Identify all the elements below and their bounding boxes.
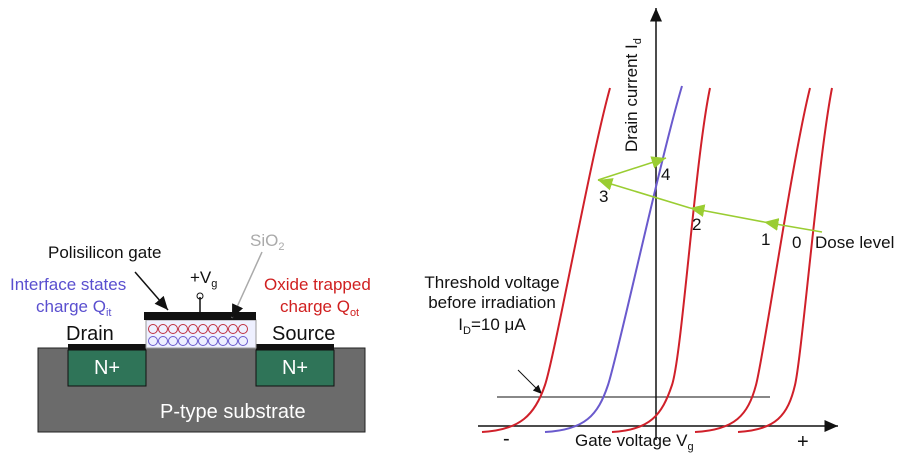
y-axis-sub: d	[632, 38, 644, 44]
curve	[544, 85, 683, 433]
gate-pointer	[134, 271, 169, 311]
curve-label: 1	[761, 230, 770, 249]
source-label: Source	[272, 323, 335, 345]
shift-arrow	[689, 204, 765, 223]
x-axis-text: Gate voltage V	[575, 431, 688, 450]
interface-sub: it	[106, 307, 112, 319]
threshold-label: before irradiation	[428, 293, 556, 312]
gate-voltage-sub: g	[211, 278, 217, 290]
oxide-text: SiO	[250, 231, 278, 250]
curves	[481, 85, 833, 433]
drain-label: Drain	[66, 323, 114, 345]
x-axis-sub: g	[687, 441, 693, 453]
curve	[481, 87, 611, 433]
well-label: N+	[282, 357, 308, 379]
shift-arrow	[763, 218, 823, 233]
iv-plot: Drain current Id Gate voltage Vg - + Thr…	[424, 8, 894, 453]
oxide-trapped-label: charge Qot	[280, 297, 359, 319]
substrate-label: P-type substrate	[160, 401, 306, 423]
interface-label: Interface states	[10, 275, 126, 294]
threshold-value: =10 μA	[471, 315, 526, 334]
curve	[611, 87, 711, 433]
drain-contact	[68, 344, 146, 350]
curve	[694, 87, 811, 433]
oxide-trapped-sub: ot	[350, 307, 359, 319]
charges	[148, 324, 248, 346]
y-axis-label: Drain current Id	[622, 38, 644, 152]
gate-voltage: +Vg	[190, 268, 217, 290]
curve-label: 2	[692, 215, 701, 234]
curve-label: 0	[792, 233, 801, 252]
gate-label: Polisilicon gate	[48, 243, 161, 262]
x-axis-label: Gate voltage Vg	[575, 431, 694, 453]
oxide-label: SiO2	[250, 231, 284, 253]
n-well	[67, 349, 147, 387]
shift-arrow	[597, 178, 691, 209]
curve	[737, 87, 833, 433]
mosfet: Polisilicon gate SiO2 +Vg Interface stat…	[10, 231, 371, 433]
shift-arrows	[597, 156, 823, 233]
oxide-trapped-text: charge Q	[280, 297, 350, 316]
oxide-pointer	[231, 251, 263, 319]
threshold-i: I	[458, 315, 463, 334]
y-axis-text: Drain current I	[622, 44, 641, 152]
threshold-label: Threshold voltage	[424, 273, 559, 292]
well-label: N+	[94, 357, 120, 379]
oxide-sub: 2	[278, 241, 284, 253]
dose-label: Dose level	[815, 233, 894, 252]
source-contact	[256, 344, 334, 350]
interface-label: charge Qit	[36, 297, 111, 319]
x-plus: +	[797, 431, 809, 453]
threshold-pointer	[517, 369, 543, 395]
oxide-trapped-label: Oxide trapped	[264, 275, 371, 294]
curve-label: 3	[599, 187, 608, 206]
shift-arrow	[597, 156, 667, 181]
gate-terminal	[196, 292, 204, 300]
gate	[144, 312, 256, 320]
curve-label: 4	[661, 165, 670, 184]
threshold-sub: D	[463, 325, 471, 337]
gate-voltage-text: +V	[190, 268, 212, 287]
threshold-label: ID=10 μA	[458, 315, 526, 337]
x-minus: -	[503, 428, 510, 450]
interface-text: charge Q	[36, 297, 106, 316]
